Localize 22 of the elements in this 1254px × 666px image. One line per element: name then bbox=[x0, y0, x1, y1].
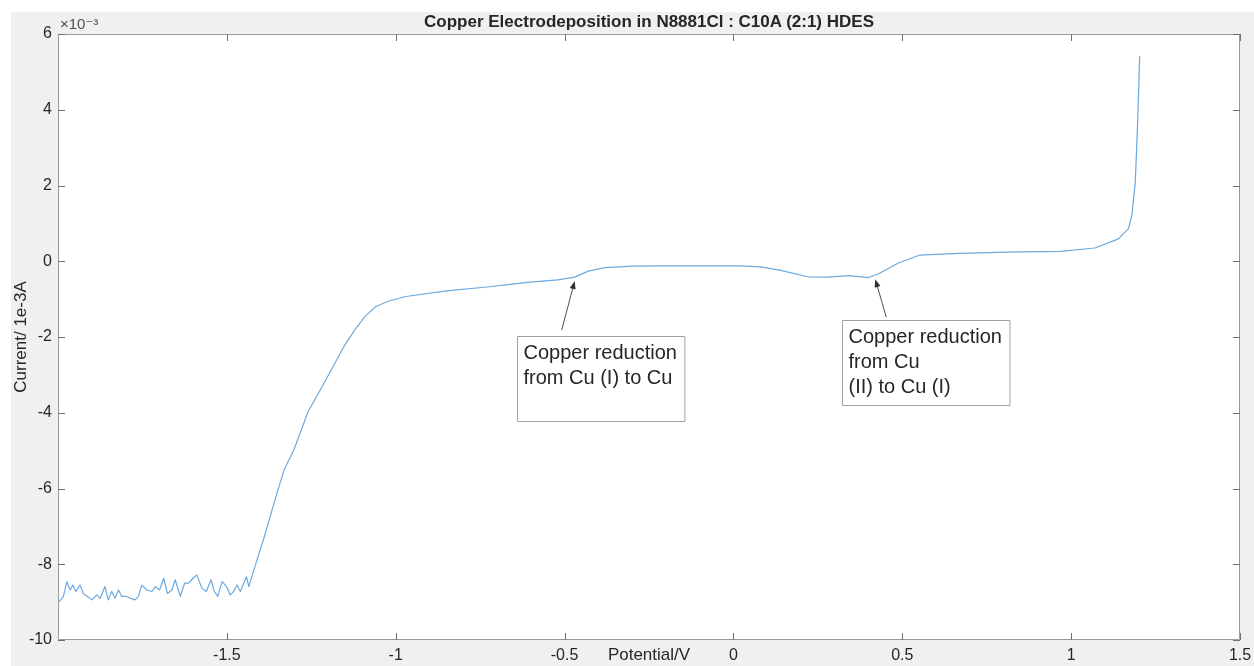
y-tick-label: -2 bbox=[37, 327, 53, 345]
x-axis-title: Potential/V bbox=[607, 644, 691, 664]
y-tick-label: 6 bbox=[43, 24, 53, 42]
annotation: Copper reduction from Cu (II) to Cu (I) bbox=[848, 325, 1002, 398]
y-tick-label: -10 bbox=[28, 630, 53, 648]
chart-title: Copper Electrodeposition in N8881Cl : C10A (2:1) HDES bbox=[424, 11, 874, 31]
y-tick-label: -6 bbox=[37, 478, 53, 496]
y-axis-title: Current/ 1e-3A bbox=[10, 280, 30, 393]
x-tick-label: -0.5 bbox=[550, 646, 579, 664]
x-tick-label: 1.5 bbox=[1228, 646, 1252, 664]
x-tick-label: -1.5 bbox=[213, 646, 241, 664]
y-tick-label: 0 bbox=[43, 251, 53, 269]
y-tick-label: 4 bbox=[43, 100, 53, 118]
annotation: Copper reduction from Cu (I) to Cu bbox=[523, 341, 677, 389]
text: ×10⁻³ bbox=[60, 15, 99, 32]
x-tick-label: 0 bbox=[728, 646, 738, 664]
x-tick-label: 1 bbox=[1066, 646, 1076, 664]
x-tick-label: -1 bbox=[388, 646, 403, 664]
x-tick-label: 0.5 bbox=[891, 646, 914, 664]
y-tick-label: -8 bbox=[37, 554, 53, 572]
y-tick-label: 2 bbox=[43, 175, 53, 193]
y-tick-label: -4 bbox=[37, 403, 53, 421]
